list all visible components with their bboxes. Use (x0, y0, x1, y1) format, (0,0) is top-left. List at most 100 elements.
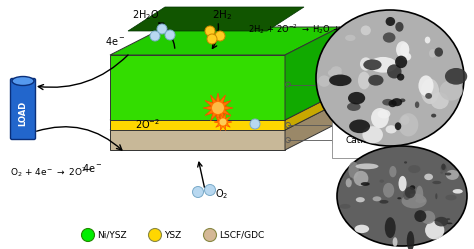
Circle shape (165, 30, 175, 40)
Circle shape (157, 24, 167, 34)
Ellipse shape (419, 75, 434, 96)
Ellipse shape (397, 197, 401, 199)
Ellipse shape (416, 199, 426, 203)
Text: YSZ: YSZ (164, 231, 181, 240)
Ellipse shape (403, 191, 410, 200)
Ellipse shape (392, 237, 398, 247)
Ellipse shape (440, 165, 447, 172)
Polygon shape (285, 102, 340, 150)
Ellipse shape (414, 210, 426, 222)
Ellipse shape (407, 231, 414, 249)
Ellipse shape (405, 187, 415, 198)
FancyBboxPatch shape (10, 78, 36, 139)
Ellipse shape (429, 49, 436, 58)
Polygon shape (203, 93, 233, 123)
Polygon shape (110, 92, 340, 120)
Ellipse shape (435, 193, 438, 199)
Ellipse shape (410, 185, 415, 190)
Ellipse shape (445, 68, 467, 85)
Ellipse shape (358, 72, 370, 89)
Ellipse shape (397, 73, 404, 81)
Ellipse shape (379, 180, 384, 183)
Ellipse shape (441, 164, 446, 170)
Ellipse shape (446, 195, 456, 200)
Ellipse shape (453, 189, 463, 194)
Circle shape (203, 229, 217, 242)
Ellipse shape (440, 171, 443, 174)
Polygon shape (110, 27, 340, 55)
Ellipse shape (340, 204, 351, 209)
Polygon shape (110, 102, 340, 130)
Text: 2H$_2$O: 2H$_2$O (132, 8, 160, 22)
Ellipse shape (356, 197, 365, 202)
Circle shape (212, 102, 224, 114)
Ellipse shape (373, 196, 381, 201)
Ellipse shape (355, 225, 369, 233)
Ellipse shape (415, 101, 419, 108)
Ellipse shape (363, 59, 382, 70)
Ellipse shape (371, 108, 389, 128)
Ellipse shape (316, 10, 464, 146)
Ellipse shape (356, 163, 378, 169)
Ellipse shape (391, 98, 402, 106)
Ellipse shape (425, 37, 430, 44)
Ellipse shape (346, 178, 352, 187)
Circle shape (82, 229, 94, 242)
Ellipse shape (395, 22, 403, 32)
Ellipse shape (395, 122, 401, 130)
Ellipse shape (400, 43, 410, 57)
Ellipse shape (354, 171, 368, 186)
Ellipse shape (421, 211, 435, 224)
Ellipse shape (350, 178, 352, 180)
Ellipse shape (383, 32, 395, 43)
Ellipse shape (389, 166, 396, 177)
Ellipse shape (434, 48, 443, 57)
Circle shape (150, 31, 160, 41)
Ellipse shape (446, 222, 452, 224)
Circle shape (192, 187, 203, 197)
Ellipse shape (435, 217, 448, 226)
Ellipse shape (329, 74, 352, 86)
Ellipse shape (424, 174, 433, 180)
Ellipse shape (328, 69, 342, 77)
Ellipse shape (347, 103, 361, 111)
Ellipse shape (387, 64, 401, 78)
Ellipse shape (389, 100, 397, 107)
Text: 4e$^-$: 4e$^-$ (82, 162, 102, 174)
Ellipse shape (378, 109, 390, 119)
Ellipse shape (379, 200, 389, 204)
Circle shape (215, 31, 225, 41)
Ellipse shape (425, 221, 444, 240)
Ellipse shape (361, 182, 370, 186)
Text: LSCF/GDC: LSCF/GDC (219, 231, 264, 240)
Ellipse shape (425, 93, 432, 99)
Ellipse shape (361, 25, 371, 35)
Ellipse shape (318, 75, 330, 87)
Text: Electrolyte: Electrolyte (346, 121, 395, 129)
Ellipse shape (401, 193, 427, 208)
Ellipse shape (432, 181, 441, 184)
Ellipse shape (446, 170, 459, 180)
Polygon shape (110, 120, 285, 130)
Polygon shape (128, 7, 304, 31)
Text: 2O$^{-2}$: 2O$^{-2}$ (136, 117, 161, 131)
Ellipse shape (12, 76, 34, 85)
Ellipse shape (447, 218, 450, 220)
Polygon shape (285, 27, 340, 120)
Ellipse shape (439, 80, 463, 101)
Ellipse shape (401, 115, 410, 125)
Circle shape (205, 26, 215, 36)
Ellipse shape (363, 126, 383, 143)
Text: O$_2$ + 4e$^{-}$ $\rightarrow$ 2O$^{2-}$: O$_2$ + 4e$^{-}$ $\rightarrow$ 2O$^{2-}$ (10, 165, 93, 179)
Circle shape (204, 185, 216, 195)
Text: Ni/YSZ: Ni/YSZ (97, 231, 127, 240)
Ellipse shape (337, 146, 467, 246)
Text: 4e$^-$: 4e$^-$ (105, 35, 125, 47)
Ellipse shape (331, 66, 342, 74)
Circle shape (219, 119, 227, 125)
Ellipse shape (404, 161, 407, 164)
Ellipse shape (386, 17, 395, 26)
Text: O$_2$: O$_2$ (215, 187, 228, 201)
Text: 2H$_2$: 2H$_2$ (212, 8, 232, 22)
Ellipse shape (421, 79, 439, 104)
